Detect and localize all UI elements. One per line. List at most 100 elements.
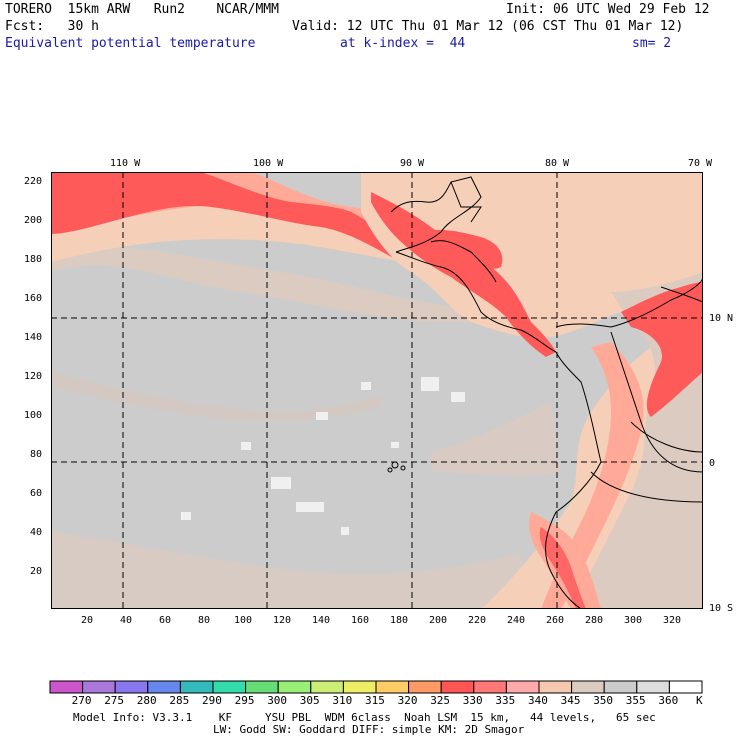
land-peach-east	[361, 172, 703, 609]
x-grid-label: 80	[198, 615, 211, 626]
level-label: at k-index = 44	[340, 36, 466, 51]
legend-swatch	[408, 680, 442, 694]
legend-swatch	[603, 680, 638, 694]
x-grid-label: 200	[429, 615, 448, 626]
legend-label: 350	[593, 694, 614, 707]
salmon-andes-edge	[541, 342, 644, 609]
legend-swatch	[571, 680, 605, 694]
x-grid-label: 100	[234, 615, 253, 626]
legend-swatch	[82, 680, 116, 694]
lat-label-10n: 10 N	[709, 313, 734, 324]
y-grid-label: 220	[24, 176, 43, 187]
peach-north-band	[51, 205, 431, 267]
x-grid-label: 320	[663, 615, 682, 626]
legend-label: 280	[136, 694, 157, 707]
header-model-run: TORERO 15km ARW Run2 NCAR/MMM	[5, 2, 279, 17]
legend-swatch	[114, 680, 149, 694]
lon-label-80w: 80 W	[545, 158, 570, 169]
y-grid-label: 80	[30, 449, 43, 460]
legend-label: 295	[234, 694, 255, 707]
y-grid-label: 40	[30, 527, 43, 538]
legend-swatch	[538, 680, 573, 694]
red-yucatan	[421, 229, 503, 270]
legend-swatch	[277, 680, 312, 694]
x-grid-label: 260	[546, 615, 565, 626]
footer-physics: LW: Godd SW: Goddard DIFF: simple KM: 2D…	[213, 723, 525, 736]
theta-e-map	[51, 172, 703, 609]
x-grid-label: 20	[81, 615, 94, 626]
red-peru-coast	[539, 527, 586, 609]
legend-label: 340	[528, 694, 548, 707]
field-title: Equivalent potential temperature	[5, 36, 256, 51]
light-patches	[181, 377, 465, 535]
legend-label: 275	[104, 694, 125, 707]
y-grid-label: 100	[24, 410, 43, 421]
legend-swatch	[375, 680, 410, 694]
legend-swatch	[636, 680, 670, 694]
footer-model-info: Model Info: V3.3.1 KF YSU PBL WDM 6class…	[73, 711, 656, 724]
x-grid-label: 280	[585, 615, 604, 626]
tan-band-central	[51, 372, 381, 422]
legend-swatch	[505, 680, 540, 694]
lon-label-90w: 90 W	[400, 158, 425, 169]
legend-label: 270	[71, 694, 92, 707]
lat-label-10s: 10 S	[709, 603, 734, 614]
x-grid-label: 180	[390, 615, 409, 626]
legend-label: 300	[267, 694, 288, 707]
legend-swatch	[49, 680, 84, 694]
x-grid-label: 220	[468, 615, 487, 626]
legend-swatch	[245, 680, 279, 694]
x-grid-label: 300	[624, 615, 643, 626]
legend-label: 310	[332, 694, 353, 707]
legend-label: 285	[169, 694, 190, 707]
smoothing-label: sm= 2	[632, 36, 672, 51]
graticule	[51, 172, 703, 609]
header-init-time: Init: 06 UTC Wed 29 Feb 12	[506, 2, 710, 17]
y-grid-label: 20	[30, 566, 43, 577]
map-frame	[51, 172, 703, 609]
x-grid-label: 160	[351, 615, 370, 626]
country-outlines	[390, 176, 703, 609]
legend-label: 320	[397, 694, 418, 707]
x-grid-label: 140	[312, 615, 331, 626]
legend-label: 345	[560, 694, 581, 707]
legend-label: 305	[299, 694, 320, 707]
lon-label-100w: 100 W	[253, 158, 284, 169]
legend-label: 315	[365, 694, 385, 707]
lon-label-70w: 70 W	[688, 158, 713, 169]
lon-label-110w: 110 W	[110, 158, 141, 169]
legend-swatch	[473, 680, 507, 694]
x-grid-label: 120	[273, 615, 292, 626]
y-grid-label: 60	[30, 488, 43, 499]
legend-swatch	[212, 680, 247, 694]
header-valid-time: Valid: 12 UTC Thu 01 Mar 12 (06 CST Thu …	[292, 19, 684, 34]
header-forecast-hour: Fcst: 30 h	[5, 19, 99, 34]
legend-swatch	[342, 680, 377, 694]
red-mexico-coast	[51, 172, 406, 262]
legend-label: 325	[430, 694, 451, 707]
x-grid-label: 40	[120, 615, 133, 626]
legend-label: 335	[495, 694, 516, 707]
lat-label-eq: 0	[709, 458, 716, 469]
legend-swatch	[147, 680, 181, 694]
tan-band-north	[51, 242, 521, 322]
legend-label: 355	[625, 694, 646, 707]
legend-label: 360	[658, 694, 679, 707]
legend-unit: K	[696, 694, 703, 707]
y-grid-label: 200	[24, 215, 43, 226]
red-central-america	[371, 192, 556, 357]
tan-band-south	[51, 532, 531, 609]
y-grid-label: 140	[24, 332, 43, 343]
x-grid-label: 60	[159, 615, 172, 626]
legend-swatch	[179, 680, 214, 694]
y-grid-label: 120	[24, 371, 43, 382]
legend-swatch	[668, 680, 703, 694]
legend-swatch	[440, 680, 475, 694]
legend-label: 330	[462, 694, 483, 707]
legend-label: 290	[202, 694, 222, 707]
y-grid-label: 180	[24, 254, 43, 265]
tan-band-east	[431, 402, 561, 477]
y-grid-label: 160	[24, 293, 43, 304]
legend-swatch	[310, 680, 344, 694]
x-grid-label: 240	[507, 615, 526, 626]
